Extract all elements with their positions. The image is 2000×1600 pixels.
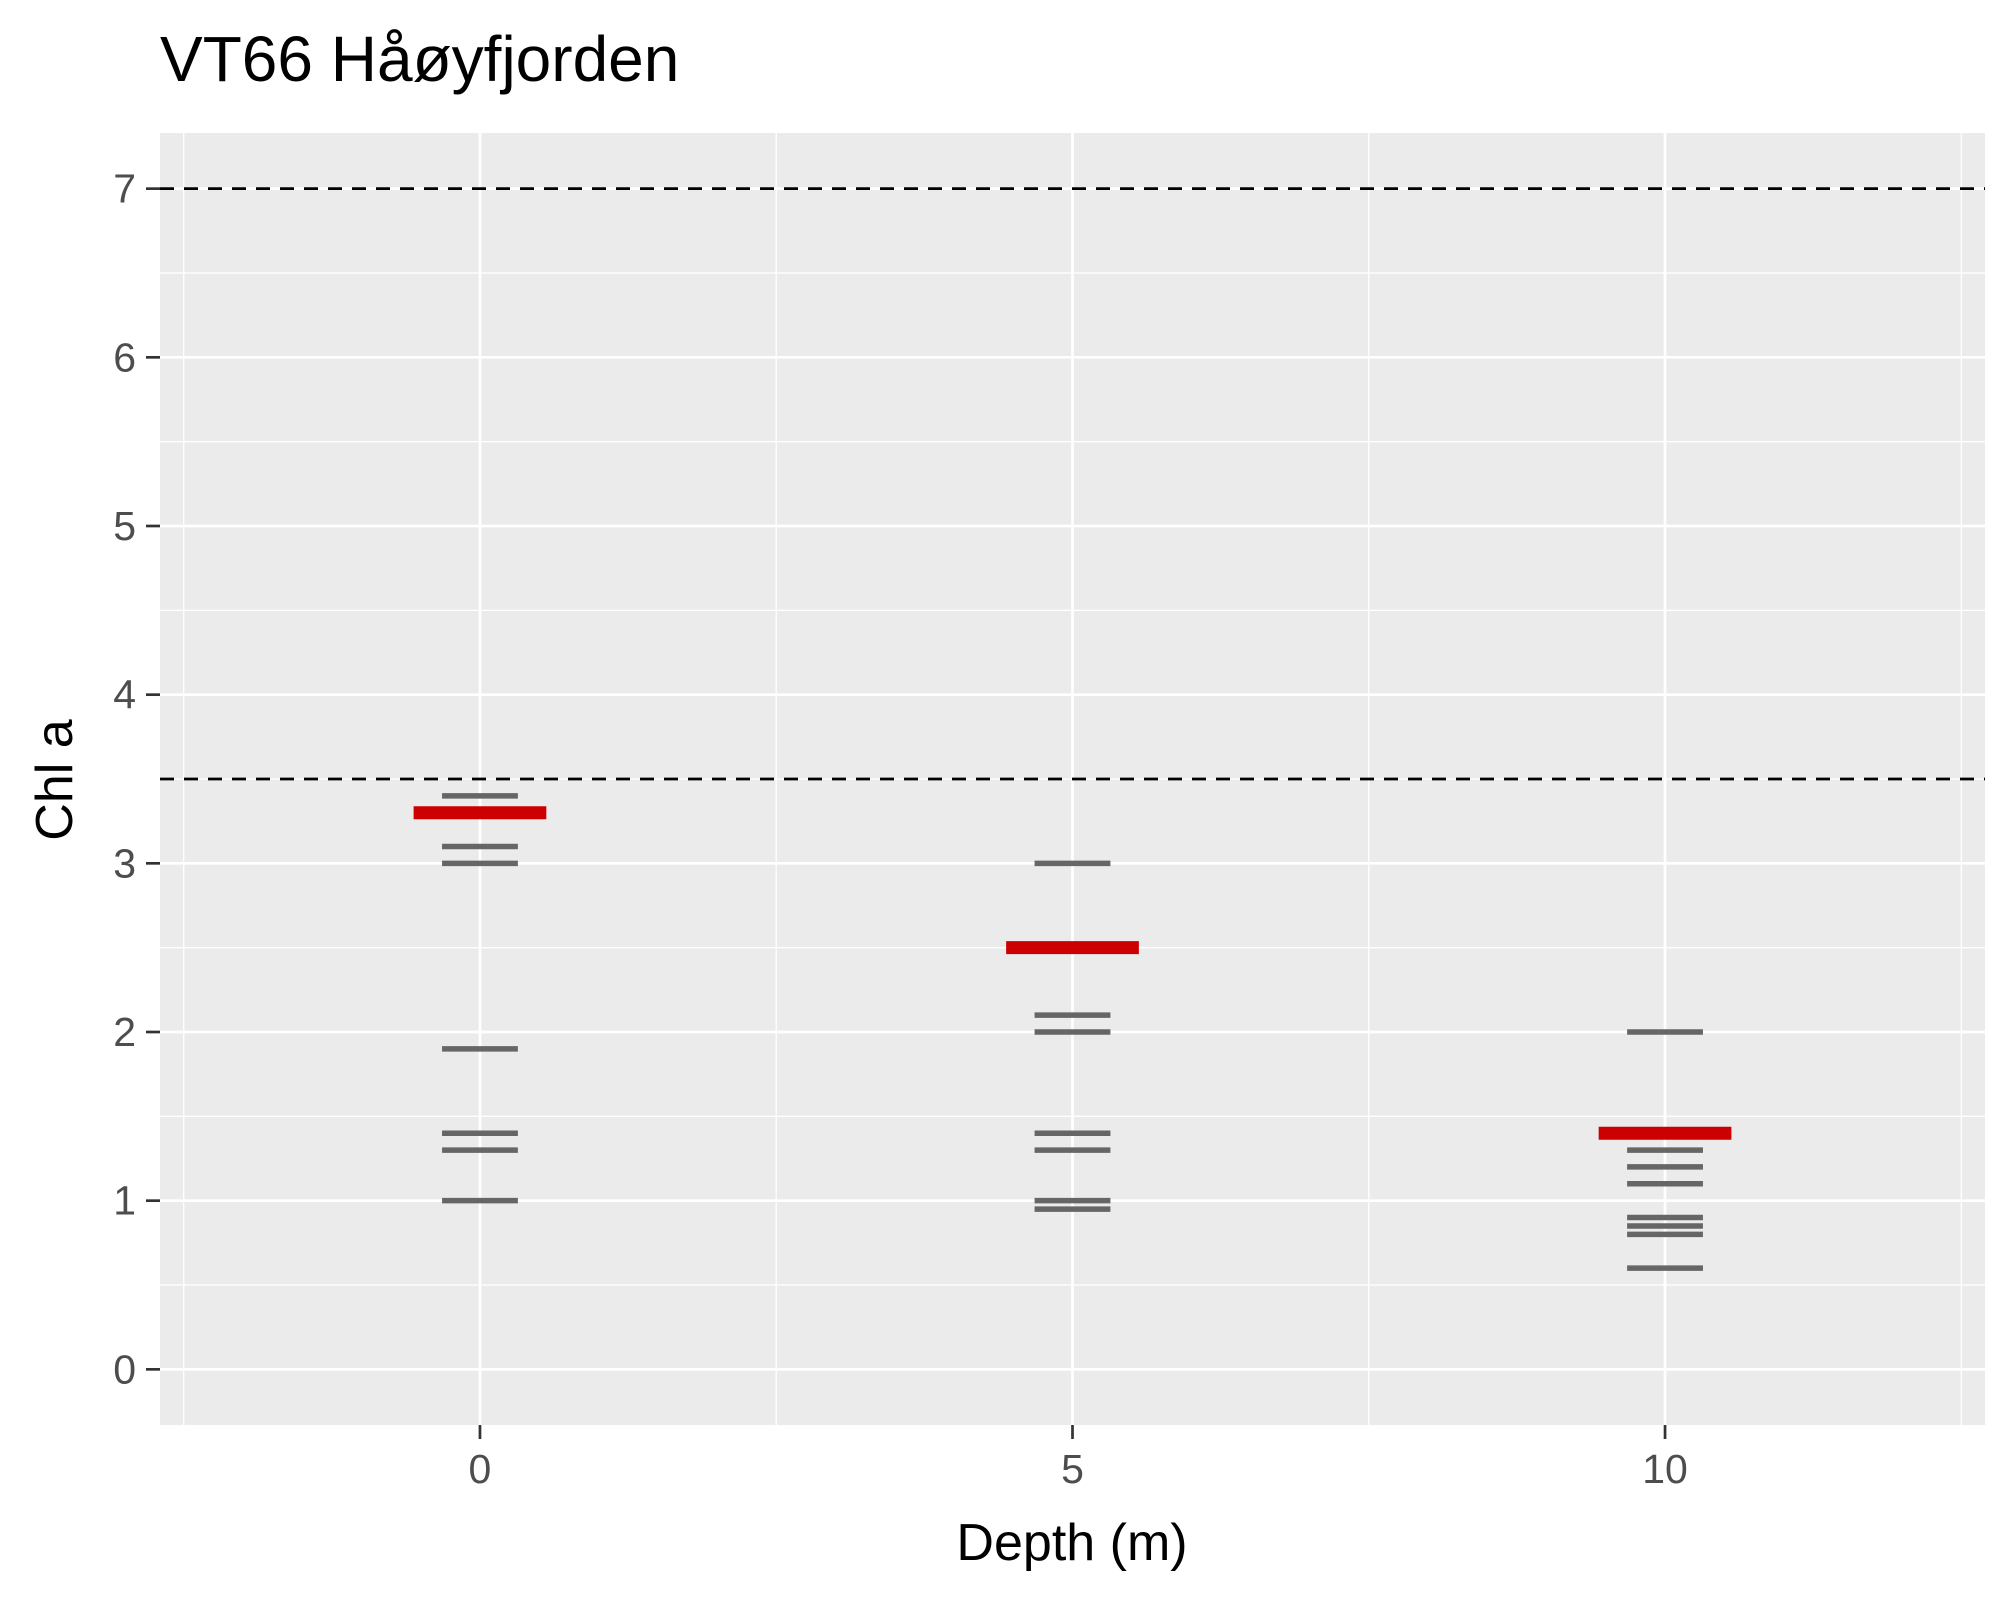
x-tick-label: 0	[469, 1446, 492, 1492]
y-axis: 0 1 2 3 4 5 6 7	[113, 166, 160, 1392]
y-tick-label: 1	[113, 1178, 136, 1224]
x-tick-label: 10	[1642, 1446, 1688, 1492]
reference-lines	[160, 187, 1985, 781]
y-tick-label: 2	[113, 1009, 136, 1055]
y-tick-label: 5	[113, 503, 136, 549]
y-tick-label: 6	[113, 334, 136, 380]
x-axis-title: Depth (m)	[956, 1514, 1187, 1572]
x-tick-label: 5	[1061, 1446, 1084, 1492]
data-marks	[413, 793, 1732, 1271]
y-tick-label: 3	[113, 840, 136, 886]
y-axis-title: Chl a	[26, 719, 84, 840]
y-tick-label: 4	[113, 672, 136, 718]
y-tick-label: 7	[113, 166, 136, 212]
x-axis: 0 5 10	[469, 1425, 1688, 1492]
y-tick-label: 0	[113, 1346, 136, 1392]
chart-title: VT66 Håøyfjorden	[160, 23, 680, 95]
